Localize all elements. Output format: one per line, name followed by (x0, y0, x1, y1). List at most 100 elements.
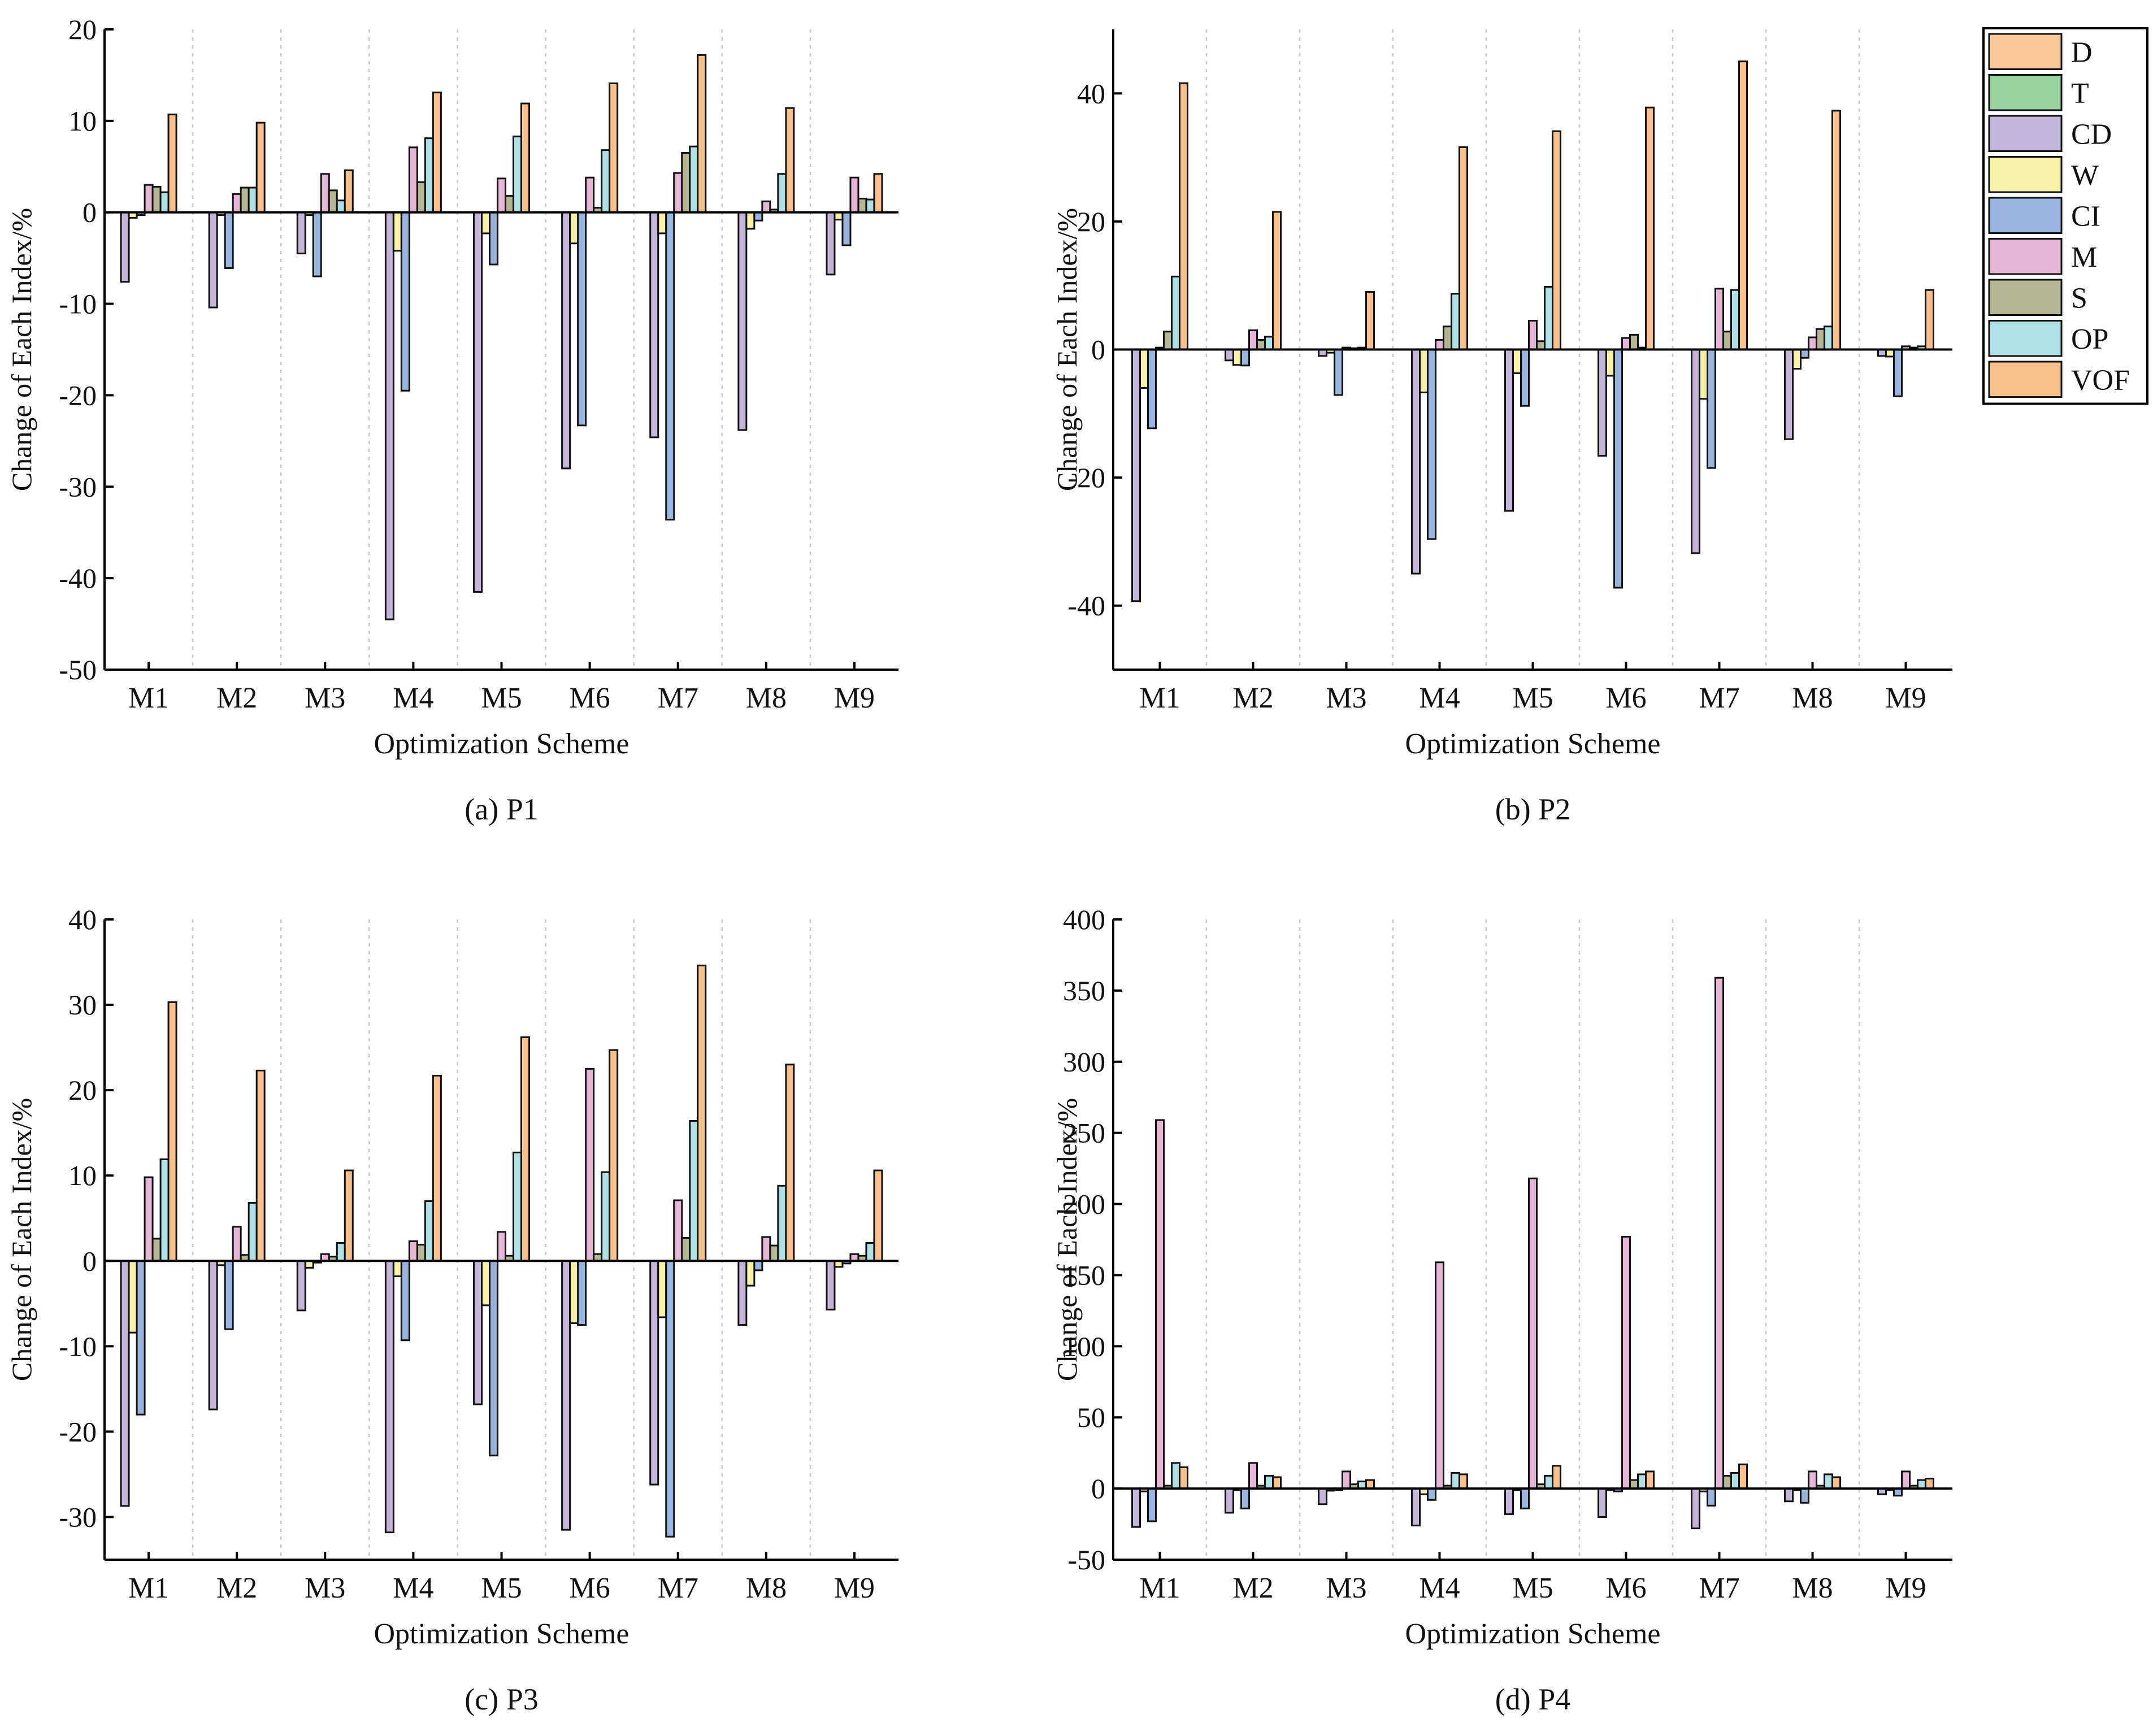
x-tick-label: M7 (1699, 682, 1739, 714)
bar-m-m6 (1621, 337, 1631, 351)
y-tick-label: -50 (1067, 1544, 1105, 1576)
bar-m-m8 (1808, 1470, 1817, 1490)
bar-cd-m4 (1411, 349, 1421, 575)
chart-panel-1: -50 -40 -30 -20 -10 0 10 20 M1 M2 M3 M4 M5 M6 M7 M8 M9 Op… (6, 14, 898, 826)
y-axis-title: Change of Each Index/% (1051, 208, 1083, 491)
y-axis-title: Change of Each Index/% (6, 208, 37, 491)
bar-m-m9 (849, 176, 860, 214)
bar-cd-m2 (208, 211, 218, 309)
x-tick-label: M5 (481, 682, 522, 714)
bar-w-m5 (481, 211, 490, 235)
bar-op-m8 (1824, 1473, 1833, 1490)
bar-s-m5 (505, 195, 514, 214)
x-tick-label: M3 (1326, 682, 1366, 714)
bar-op-m1 (1171, 1462, 1180, 1490)
legend-swatch-m (1988, 238, 2063, 275)
bar-ci-m6 (577, 1260, 587, 1326)
legend-label-w: W (2071, 159, 2099, 192)
y-tick-label: -10 (59, 288, 97, 320)
y-tick-label: 150 (1063, 1259, 1105, 1291)
bar-s-m2 (1256, 339, 1266, 351)
bar-cd-m8 (737, 1260, 748, 1326)
bar-cd-m3 (296, 1260, 306, 1312)
y-tick-label: -50 (59, 654, 97, 685)
y-axis-title: Change of Each Index/% (1051, 1098, 1083, 1381)
x-axis-title: Optimization Scheme (1405, 728, 1660, 760)
bar-op-m8 (777, 1184, 787, 1262)
bar-m-m2 (1248, 1462, 1258, 1490)
x-axis-title: Optimization Scheme (1405, 1618, 1660, 1650)
bar-op-m5 (1544, 1474, 1553, 1490)
x-tick-label: M8 (746, 682, 787, 714)
x-tick-label: M3 (305, 1572, 345, 1604)
bar-vof-m4 (432, 92, 442, 214)
bar-m-m5 (1528, 320, 1538, 351)
y-tick-label: 350 (1063, 975, 1105, 1006)
bar-w-m8 (745, 211, 756, 230)
bar-ci-m4 (400, 1260, 410, 1342)
bar-op-m6 (1637, 1473, 1647, 1490)
bar-vof-m1 (1179, 1466, 1188, 1490)
y-tick-label: 200 (1063, 1188, 1105, 1220)
x-axis-title: Optimization Scheme (374, 1618, 629, 1650)
bar-ci-m7 (665, 1260, 675, 1538)
bar-s-m7 (1722, 331, 1732, 351)
bar-m-m4 (408, 146, 418, 214)
bar-w-m5 (1512, 349, 1522, 374)
bar-ci-m8 (1800, 1487, 1809, 1504)
bar-w-m6 (569, 1260, 579, 1325)
bar-s-m8 (1816, 328, 1825, 351)
legend-swatch-t (1988, 74, 2063, 111)
legend-swatch-op (1988, 320, 2063, 357)
bar-m-m8 (761, 1236, 771, 1262)
bar-w-m1 (1139, 349, 1149, 389)
bar-cd-m4 (384, 211, 394, 620)
bar-ci-m2 (1240, 349, 1250, 367)
x-tick-label: M4 (1419, 1572, 1460, 1604)
bar-vof-m9 (873, 1169, 883, 1262)
bar-op-m5 (1544, 285, 1553, 350)
bar-op-m4 (424, 1200, 434, 1262)
bar-m-m4 (1435, 339, 1444, 351)
bar-op-m3 (336, 1242, 346, 1262)
bar-m-m2 (1248, 329, 1258, 351)
bar-w-m7 (657, 1260, 667, 1318)
bar-cd-m5 (1504, 1487, 1514, 1515)
bar-vof-m9 (1925, 1477, 1934, 1490)
bar-w-m8 (1792, 349, 1802, 370)
bar-vof-m5 (1552, 1465, 1561, 1490)
bar-vof-m7 (1738, 1463, 1748, 1490)
legend: DT CD W CI MS OP VOF (1982, 27, 2148, 405)
y-axis-title: Change of Each Index/% (6, 1098, 37, 1381)
bar-m-m7 (1714, 288, 1724, 350)
bar-vof-m4 (1459, 1473, 1468, 1490)
bar-cd-m8 (1784, 349, 1794, 440)
bar-op-m9 (1917, 1479, 1926, 1490)
bar-cd-m1 (1131, 1487, 1141, 1528)
panel-caption: (d) P4 (1495, 1682, 1571, 1716)
bar-vof-m2 (1272, 1476, 1282, 1490)
y-tick-label: 10 (68, 1160, 97, 1191)
bar-op-m2 (1264, 336, 1274, 351)
bar-s-m6 (1629, 1479, 1639, 1490)
y-tick-label: -20 (59, 379, 97, 411)
bar-vof-m5 (1552, 130, 1561, 350)
bar-m-m8 (1808, 336, 1817, 351)
bar-m-m1 (144, 1176, 154, 1262)
bar-ci-m5 (489, 211, 498, 266)
x-tick-label: M4 (393, 682, 433, 714)
bar-s-m1 (151, 1238, 162, 1262)
bar-vof-m8 (1831, 1476, 1841, 1490)
legend-label-s: S (2071, 282, 2087, 314)
bar-vof-m3 (1365, 1479, 1375, 1490)
y-tick-label: 0 (1091, 334, 1105, 366)
y-tick-label: 400 (1063, 904, 1105, 935)
y-tick-label: -40 (1067, 590, 1105, 622)
bar-op-m7 (689, 1120, 699, 1262)
bar-ci-m4 (1427, 349, 1436, 540)
legend-label-vof: VOF (2071, 364, 2130, 396)
bar-m-m5 (1528, 1177, 1538, 1490)
bar-cd-m2 (1225, 349, 1234, 362)
bar-m-m2 (232, 193, 242, 214)
